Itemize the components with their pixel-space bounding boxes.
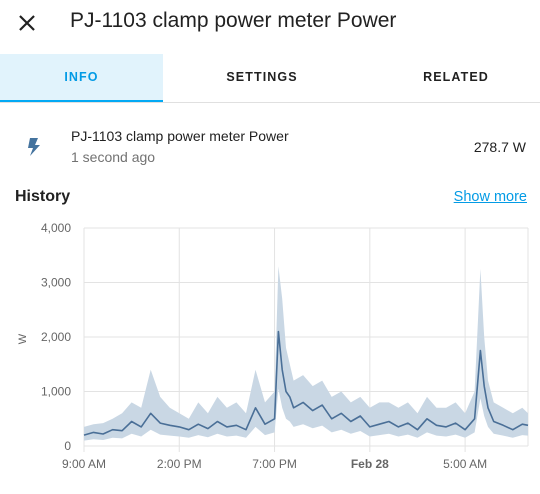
close-icon[interactable] xyxy=(14,10,40,36)
y-tick-label: 0 xyxy=(64,439,71,453)
show-more-link[interactable]: Show more xyxy=(453,189,527,205)
x-tick-label: 7:00 PM xyxy=(252,457,297,471)
x-axis-ticks: 9:00 AM 2:00 PM 7:00 PM Feb 28 5:00 AM xyxy=(62,457,487,471)
flash-icon xyxy=(28,138,40,156)
entity-name: PJ-1103 clamp power meter Power xyxy=(71,128,289,144)
entity-state: 278.7 W xyxy=(473,139,526,155)
y-tick-label: 4,000 xyxy=(41,221,71,235)
entity-row: PJ-1103 clamp power meter Power 1 second… xyxy=(0,120,540,170)
history-chart: 4,000 3,000 2,000 1,000 0 9:00 AM 2:00 PM 7:00… xyxy=(17,221,529,471)
tab-related[interactable]: RELATED xyxy=(423,70,489,84)
y-axis-ticks: 4,000 3,000 2,000 1,000 0 xyxy=(41,221,71,453)
y-tick-label: 3,000 xyxy=(41,276,71,290)
x-tick-label: 9:00 AM xyxy=(62,457,106,471)
y-tick-label: 1,000 xyxy=(41,385,71,399)
y-tick-label: 2,000 xyxy=(41,330,71,344)
x-tick-label: Feb 28 xyxy=(351,457,389,471)
x-tick-label: 2:00 PM xyxy=(157,457,202,471)
dialog-title: PJ-1103 clamp power meter Power xyxy=(70,9,397,32)
tab-settings[interactable]: SETTINGS xyxy=(226,70,298,84)
dialog-header: PJ-1103 clamp power meter Power xyxy=(0,0,540,46)
tab-bar: INFO SETTINGS RELATED xyxy=(0,54,540,103)
tab-info[interactable]: INFO xyxy=(0,54,163,102)
entity-last-changed: 1 second ago xyxy=(71,149,156,165)
series-line-power xyxy=(83,330,529,436)
history-title: History xyxy=(15,188,71,205)
y-axis-label: W xyxy=(17,333,29,344)
x-tick-label: 5:00 AM xyxy=(443,457,487,471)
